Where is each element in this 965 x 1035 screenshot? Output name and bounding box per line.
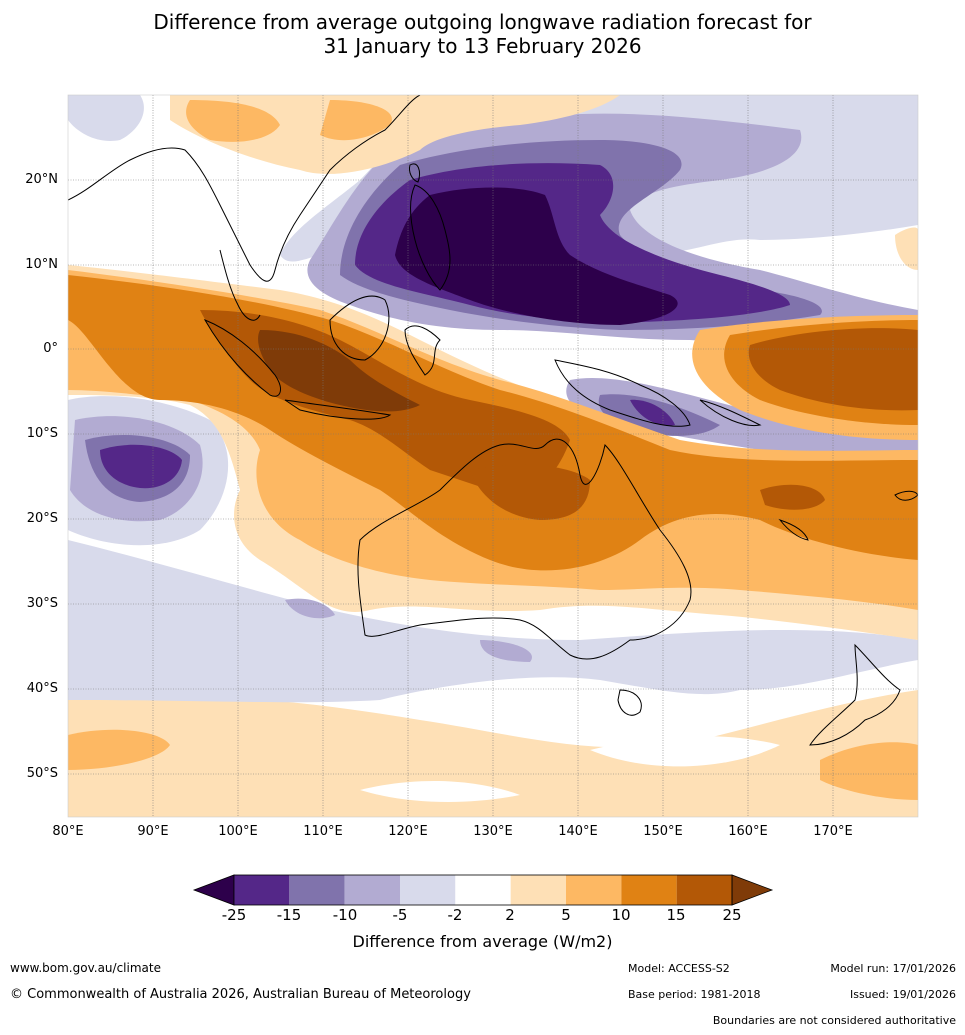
- colorbar-swatch: [289, 875, 345, 905]
- lon-label-80e: 80°E: [52, 824, 84, 839]
- colorbar-swatch: [676, 875, 732, 905]
- colorbar: [192, 874, 774, 906]
- footer-base-period: Base period: 1981-2018: [628, 988, 761, 1001]
- colorbar-swatch: [234, 875, 290, 905]
- new-caledonia-coastline: [778, 518, 809, 541]
- chart-title: Difference from average outgoing longwav…: [0, 10, 965, 58]
- coastlines: [68, 95, 918, 746]
- taiwan-coastline: [409, 163, 421, 183]
- colorbar-swatch: [400, 875, 456, 905]
- colorbar-swatch: [455, 875, 511, 905]
- region-south-orange-east: [820, 742, 918, 800]
- region-asia-orange: [186, 100, 280, 142]
- region-central-darkest-brown: [258, 330, 420, 412]
- graticule: [68, 95, 918, 817]
- lon-label-170e: 170°E: [813, 824, 853, 839]
- new-guinea-coastline: [554, 359, 691, 427]
- region-south-white-gap: [360, 780, 520, 802]
- lon-label-120e: 120°E: [388, 824, 428, 839]
- philippines-coastline: [410, 184, 451, 291]
- footer-issued: Issued: 19/01/2026: [849, 988, 956, 1001]
- fiji-coastline: [894, 490, 918, 501]
- lat-label-30s: 30°S: [26, 596, 58, 611]
- lat-label-0: 0°: [43, 341, 58, 356]
- colorbar-frame: [233, 874, 733, 906]
- lon-label-130e: 130°E: [473, 824, 513, 839]
- lon-label-90e: 90°E: [137, 824, 169, 839]
- colorbar-tick-label: -15: [276, 906, 302, 924]
- sulawesi-coastline: [404, 325, 441, 376]
- colorbar-swatch: [344, 875, 400, 905]
- malay-peninsula-coastline: [219, 249, 261, 321]
- asia-mainland-coastline: [68, 95, 421, 282]
- region-ng-darkest-purple: [630, 399, 675, 426]
- lon-label-100e: 100°E: [218, 824, 258, 839]
- colorbar-tick-label: 10: [611, 906, 631, 924]
- sumatra-coastline: [203, 319, 281, 397]
- region-south-purple-blob: [285, 598, 335, 619]
- region-south-orange: [68, 729, 170, 770]
- footer-model: Model: ACCESS-S2: [628, 962, 730, 975]
- colorbar-swatch: [621, 875, 677, 905]
- lon-label-140e: 140°E: [558, 824, 598, 839]
- title-line-1: Difference from average outgoing longwav…: [153, 10, 812, 34]
- lon-label-160e: 160°E: [728, 824, 768, 839]
- region-east-small-orange: [895, 227, 918, 270]
- region-south-white-east: [590, 735, 780, 767]
- lat-label-50s: 50°S: [26, 766, 58, 781]
- borneo-coastline: [329, 295, 390, 361]
- colorbar-extend-high: [731, 874, 774, 906]
- colorbar-tick-label: -10: [332, 906, 358, 924]
- region-japan-light-purple: [68, 95, 144, 141]
- footer-disclaimer: Boundaries are not considered authoritat…: [712, 1014, 956, 1027]
- new-zealand-coastline: [809, 643, 901, 746]
- colorbar-swatch: [510, 875, 566, 905]
- region-asia-orange-2: [320, 100, 392, 141]
- colorbar-swatch: [566, 875, 622, 905]
- region-ep-brown: [748, 328, 918, 411]
- australia-coastline: [357, 438, 692, 660]
- region-ep-brown-2: [760, 484, 825, 510]
- footer-model-run: Model run: 17/01/2026: [830, 962, 956, 975]
- region-australia-brown: [470, 464, 590, 520]
- colorbar-tick-label: -25: [221, 906, 247, 924]
- title-line-2: 31 January to 13 February 2026: [323, 34, 642, 58]
- tasmania-coastline: [617, 689, 642, 716]
- solomon-islands-coastline: [699, 399, 762, 427]
- colorbar-tick-label: 15: [666, 906, 686, 924]
- lat-label-40s: 40°S: [26, 681, 58, 696]
- lat-label-20n: 20°N: [25, 172, 58, 187]
- lat-label-10s: 10°S: [26, 426, 58, 441]
- region-north-darkest-purple: [395, 187, 678, 325]
- region-south-light-purple: [68, 540, 918, 703]
- colorbar-tick-label: 5: [561, 906, 571, 924]
- footer-url: www.bom.gov.au/climate: [10, 961, 161, 975]
- java-coastline: [284, 399, 392, 420]
- colorbar-extend-low: [192, 874, 235, 906]
- colorbar-tick-label: -5: [392, 906, 408, 924]
- colorbar-tick-label: 25: [722, 906, 742, 924]
- colorbar-tick-label: -2: [447, 906, 463, 924]
- lon-label-150e: 150°E: [643, 824, 683, 839]
- region-asia-light-orange: [170, 95, 620, 174]
- lon-label-110e: 110°E: [303, 824, 343, 839]
- colorbar-title: Difference from average (W/m2): [352, 932, 613, 951]
- lat-label-20s: 20°S: [26, 511, 58, 526]
- region-io-dark-purple: [100, 444, 182, 489]
- colorbar-tick-label: 2: [505, 906, 515, 924]
- map-frame: [67, 94, 919, 818]
- footer-copyright: © Commonwealth of Australia 2026, Austra…: [10, 987, 471, 1002]
- lat-label-10n: 10°N: [25, 257, 58, 272]
